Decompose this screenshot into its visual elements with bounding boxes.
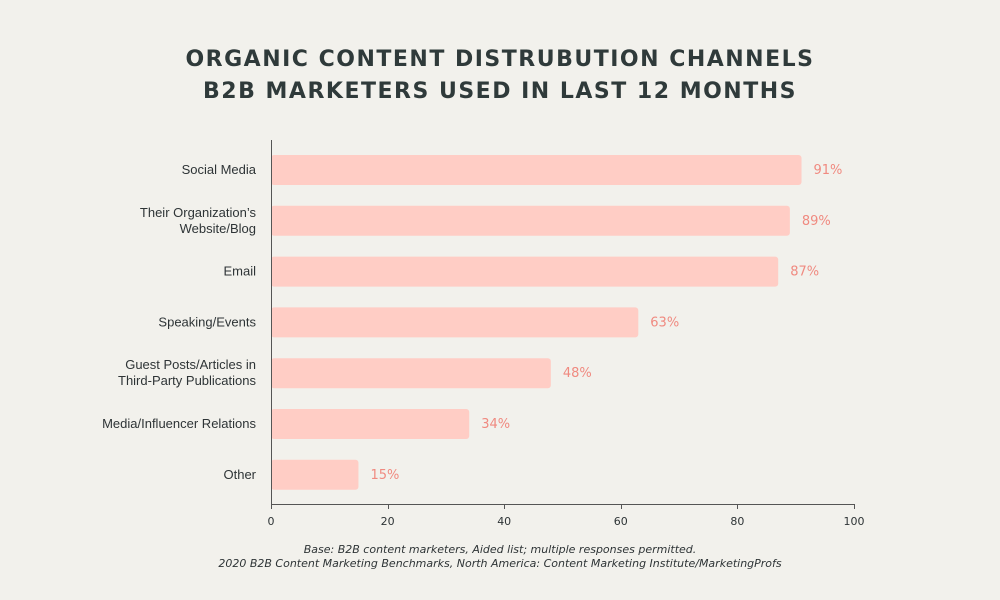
category-label-6: Other (223, 467, 256, 482)
x-tick-label-3: 60 (614, 515, 628, 528)
value-label-6: 15% (370, 468, 399, 483)
footnote-base: Base: B2B content marketers, Aided list;… (303, 543, 697, 556)
x-tick-label-4: 80 (730, 515, 744, 528)
bar-0 (271, 155, 802, 185)
value-label-0: 91% (814, 163, 843, 178)
value-label-5: 34% (481, 417, 510, 432)
category-label-2: Email (223, 264, 256, 279)
bar-2 (271, 256, 779, 287)
category-label-0: Social Media (182, 162, 257, 177)
x-tick-label-2: 40 (497, 515, 511, 528)
value-label-4: 48% (563, 366, 592, 381)
value-label-1: 89% (802, 214, 831, 229)
x-tick-label-1: 20 (381, 515, 395, 528)
value-label-3: 63% (650, 315, 679, 330)
category-label-1-line-0: Their Organization’s (140, 205, 257, 220)
x-tick-label-0: 0 (268, 515, 275, 528)
x-tick-label-5: 100 (844, 515, 865, 528)
category-label-3: Speaking/Events (158, 314, 256, 329)
bar-3 (271, 307, 639, 338)
bar-5 (271, 409, 470, 439)
chart-title-line-1: ORGANIC CONTENT DISTRUBUTION CHANNELS (185, 47, 815, 72)
category-label-5: Media/Influencer Relations (102, 416, 256, 431)
chart-title-line-2: B2B MARKETERS USED IN LAST 12 MONTHS (203, 79, 797, 104)
bar-6 (271, 459, 359, 490)
bar-4 (271, 358, 551, 389)
footnote-source: 2020 B2B Content Marketing Benchmarks, N… (218, 557, 782, 570)
chart-title: ORGANIC CONTENT DISTRUBUTION CHANNELS B2… (0, 44, 1000, 108)
category-label-1-line-1: Website/Blog (180, 221, 256, 236)
category-label-4-line-0: Guest Posts/Articles in (125, 357, 256, 372)
category-label-4-line-1: Third-Party Publications (118, 373, 256, 388)
value-label-2: 87% (790, 265, 819, 280)
bar-1 (271, 205, 790, 236)
